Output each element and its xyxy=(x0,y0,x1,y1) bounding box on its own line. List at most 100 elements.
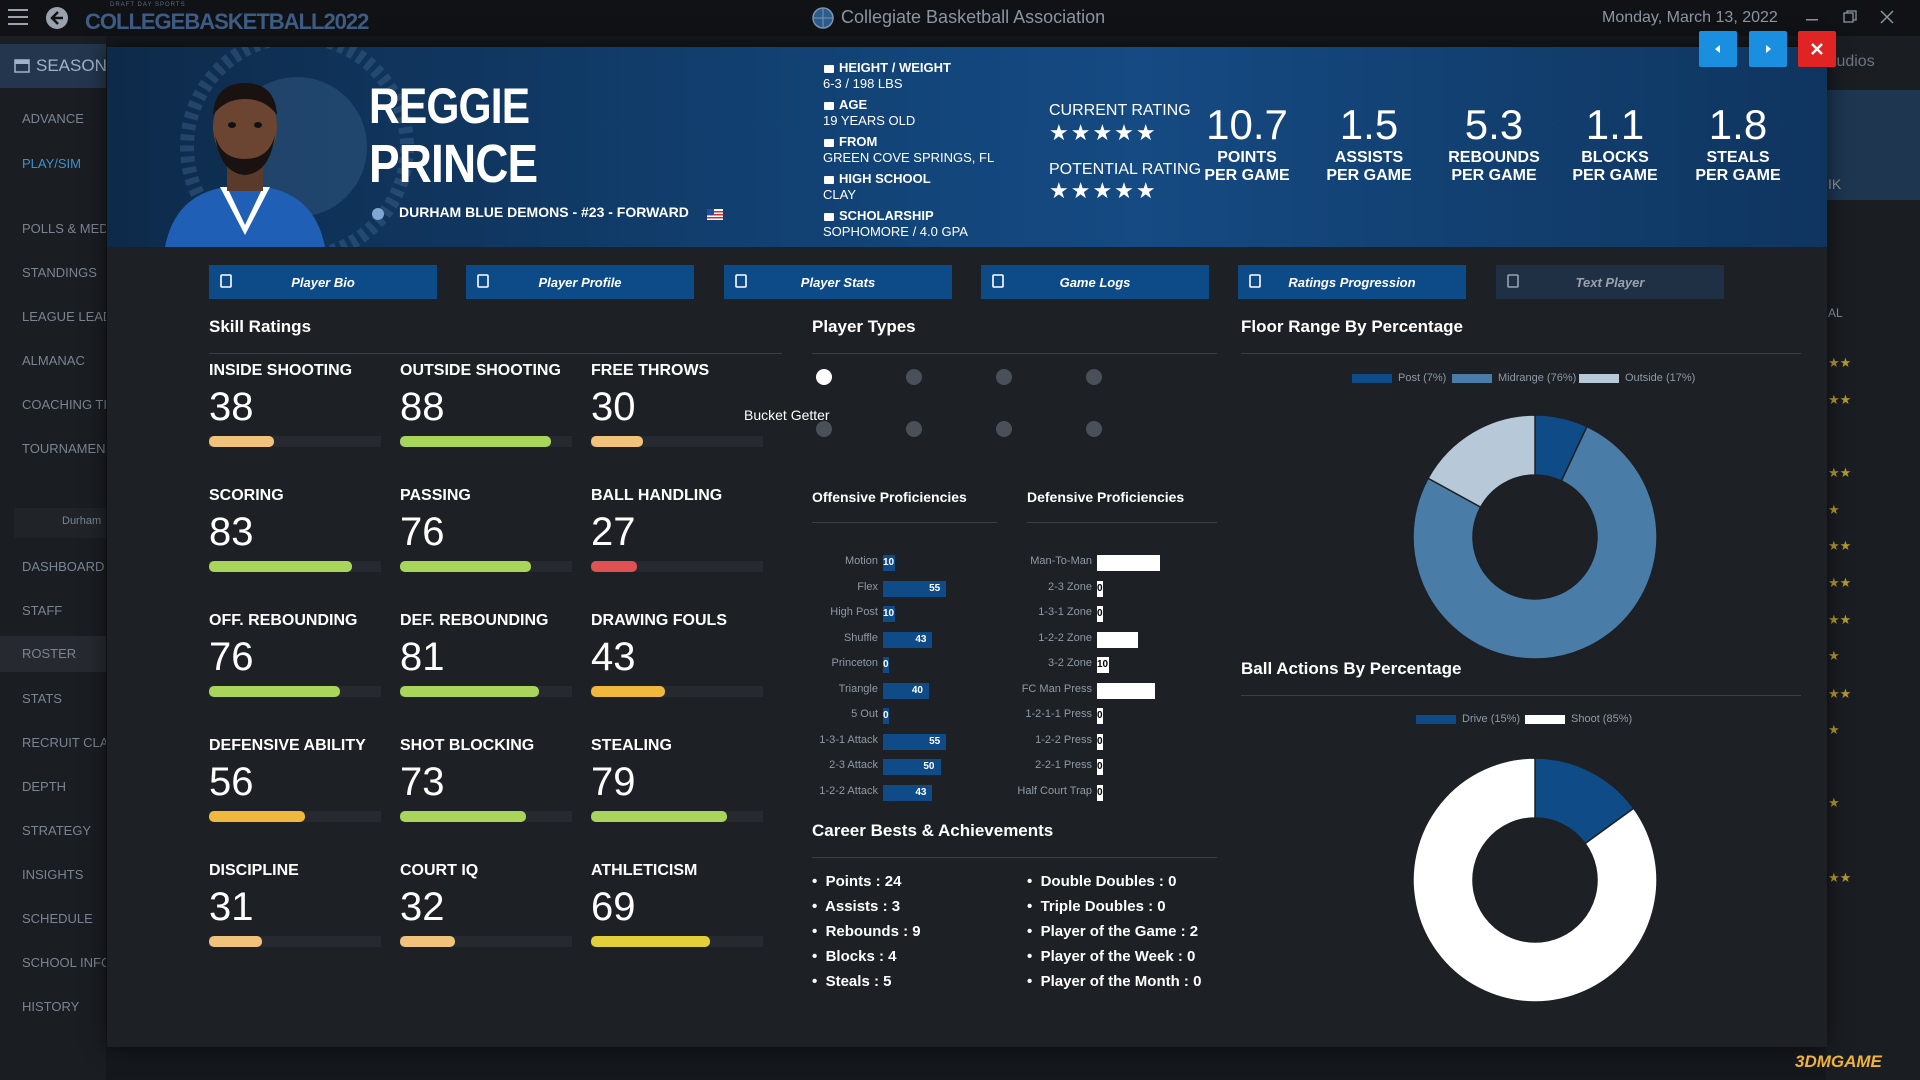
stat-label: ASSISTS xyxy=(1334,149,1404,166)
skill-bar xyxy=(591,436,763,447)
skill-name: OFF. REBOUNDING xyxy=(209,612,358,629)
sidebar-item-coaching-ti[interactable]: COACHING TI xyxy=(22,397,106,412)
skill-bar-fill xyxy=(209,436,275,447)
tab-player-bio[interactable]: Player Bio xyxy=(209,265,437,299)
target-icon[interactable] xyxy=(902,365,926,389)
next-player-button[interactable] xyxy=(1749,31,1787,67)
ball-actions-divider xyxy=(1241,695,1801,696)
team-small-logo-icon xyxy=(371,207,385,221)
defense-bar xyxy=(1097,631,1139,648)
close-modal-button[interactable] xyxy=(1798,31,1836,67)
sidebar-team-chip[interactable] xyxy=(14,508,106,538)
defense-bar: 10 xyxy=(1097,657,1109,673)
sidebar-item-history[interactable]: HISTORY xyxy=(22,999,80,1014)
lightning-icon[interactable] xyxy=(992,365,1016,389)
previous-player-button[interactable] xyxy=(1699,31,1737,67)
career-stat: • Steals : 5 xyxy=(812,973,892,990)
offensive-proficiencies-title: Offensive Proficiencies xyxy=(812,489,967,505)
sidebar-item-strategy[interactable]: STRATEGY xyxy=(22,823,92,838)
legend-item: Midrange (76%) xyxy=(1452,372,1576,384)
stat-sublabel: PER GAME xyxy=(1572,167,1658,184)
skill-bar-fill xyxy=(400,436,552,447)
skill-name: FREE THROWS xyxy=(591,362,710,379)
sidebar-item-stats[interactable]: STATS xyxy=(22,691,62,706)
tab-player-stats[interactable]: Player Stats xyxy=(724,265,952,299)
window-close-icon[interactable] xyxy=(1880,10,1894,24)
ruler-icon xyxy=(823,62,835,74)
sidebar-item-tournamen[interactable]: TOURNAMEN xyxy=(22,441,106,456)
skill-bar xyxy=(209,936,381,947)
ball-actions-title: Ball Actions By Percentage xyxy=(1241,659,1462,678)
tab-player-profile[interactable]: Player Profile xyxy=(466,265,694,299)
player-card-modal: REGGIE PRINCE DURHAM BLUE DEMONS - #23 -… xyxy=(107,31,1836,1047)
skill-value: 38 xyxy=(209,385,254,429)
sidebar-item-league-lead[interactable]: LEAGUE LEAD xyxy=(22,309,106,324)
sidebar-item-school-info[interactable]: SCHOOL INFO xyxy=(22,955,106,970)
minimize-icon[interactable] xyxy=(1806,10,1820,24)
broom-icon[interactable] xyxy=(1082,417,1106,441)
sidebar-item-dashboard[interactable]: DASHBOARD xyxy=(22,559,105,574)
skill-bar xyxy=(400,811,572,822)
legend-swatch xyxy=(1579,373,1619,383)
sidebar-item-advance[interactable]: ADVANCE xyxy=(22,111,84,126)
skill-bar-fill xyxy=(209,811,306,822)
usa-flag-icon xyxy=(707,207,723,220)
offense-bar: 43 xyxy=(883,631,933,648)
player-types-title: Player Types xyxy=(812,317,916,336)
sidebar-item-recruit-cla[interactable]: RECRUIT CLA xyxy=(22,735,106,750)
sidebar-item-polls-med[interactable]: POLLS & MED xyxy=(22,221,106,236)
defensive-divider xyxy=(1027,522,1217,523)
background-rating-stars: ★★ xyxy=(1828,538,1852,553)
offense-bar: 10 xyxy=(883,555,895,571)
tab-text-player[interactable]: Text Player xyxy=(1496,265,1724,299)
skill-bar-fill xyxy=(591,811,727,822)
defense-bar: 0 xyxy=(1097,759,1103,775)
league-logo-icon xyxy=(812,7,834,29)
background-header-band xyxy=(1826,90,1920,200)
sidebar-item-insights[interactable]: INSIGHTS xyxy=(22,867,84,882)
restore-icon[interactable] xyxy=(1843,10,1857,24)
back-icon[interactable] xyxy=(45,6,69,30)
hamburger-menu-icon[interactable] xyxy=(8,8,28,26)
app-logo-small: DRAFT DAY SPORTS xyxy=(110,2,186,8)
legend-swatch xyxy=(1525,714,1565,724)
defense-label: 2-2-1 Press xyxy=(1035,759,1092,771)
tab-game-logs[interactable]: Game Logs xyxy=(981,265,1209,299)
skill-name: STEALING xyxy=(591,737,672,754)
sidebar-item-depth[interactable]: DEPTH xyxy=(22,779,67,794)
career-divider xyxy=(812,857,1217,858)
achievement-stat: • Triple Doubles : 0 xyxy=(1027,898,1166,915)
tab-label: Player Bio xyxy=(291,274,355,290)
sidebar-item-roster[interactable]: ROSTER xyxy=(0,636,106,672)
player-type-active-label: Bucket Getter xyxy=(744,407,830,423)
skill-value: 30 xyxy=(591,385,636,429)
offense-label: High Post xyxy=(830,606,878,618)
tab-ratings-progression[interactable]: Ratings Progression xyxy=(1238,265,1466,299)
offense-label: 1-2-2 Attack xyxy=(819,784,878,797)
defense-label: Man-To-Man xyxy=(1030,555,1092,567)
skill-name: BALL HANDLING xyxy=(591,487,723,504)
bio-value: 6-3 / 198 LBS xyxy=(823,76,903,91)
wand-icon[interactable] xyxy=(902,417,926,441)
shield-icon[interactable] xyxy=(992,417,1016,441)
floor-range-divider xyxy=(1241,353,1801,354)
sidebar-item-almanac[interactable]: ALMANAC xyxy=(22,353,85,368)
slice-shoot xyxy=(1412,757,1658,1003)
offense-bar: 0 xyxy=(883,708,889,724)
skill-ratings-divider xyxy=(209,353,782,354)
skill-bar-fill xyxy=(400,686,540,697)
bucket-getter-icon[interactable] xyxy=(812,365,836,389)
background-studio-text: tudios xyxy=(1832,53,1875,70)
skill-bar-fill xyxy=(591,936,710,947)
sidebar-item-standings[interactable]: STANDINGS xyxy=(22,265,97,280)
legend-label: Outside (17%) xyxy=(1625,372,1696,384)
sidebar-item-play-sim[interactable]: PLAY/SIM xyxy=(22,156,82,171)
skill-value: 79 xyxy=(591,760,636,804)
sidebar-item-schedule[interactable]: SCHEDULE xyxy=(22,911,93,926)
hammer-icon[interactable] xyxy=(1082,365,1106,389)
stat-assists: 1.5 ASSISTS PER GAME xyxy=(1279,103,1459,185)
lock-icon[interactable] xyxy=(812,417,836,441)
season-tab[interactable]: SEASON xyxy=(0,44,106,88)
skill-name: DEFENSIVE ABILITY xyxy=(209,737,366,754)
sidebar-item-staff[interactable]: STAFF xyxy=(22,603,63,618)
